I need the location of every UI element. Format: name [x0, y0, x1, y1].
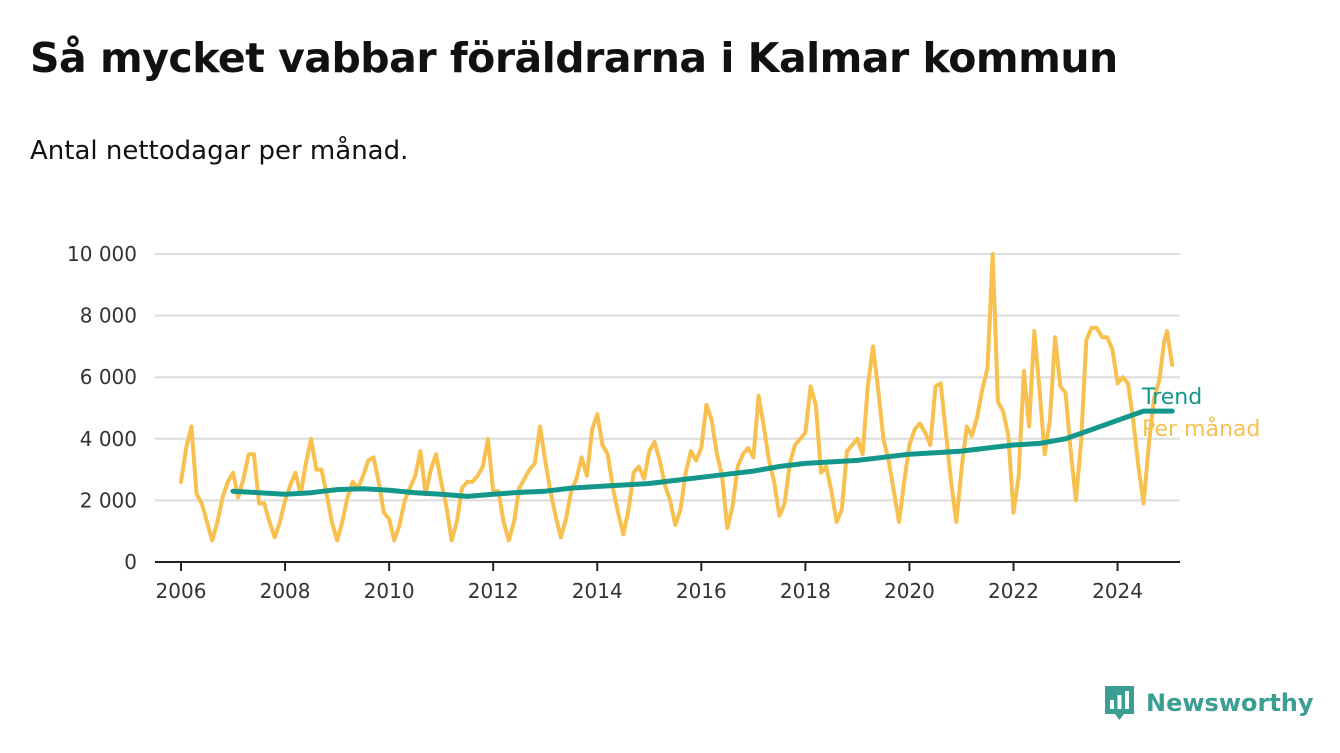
x-tick-label: 2024 — [1092, 579, 1143, 603]
x-tick-label: 2022 — [988, 579, 1039, 603]
x-tick-label: 2018 — [780, 579, 831, 603]
y-tick-label: 6 000 — [80, 365, 137, 389]
series-label-trend: Trend — [1141, 385, 1202, 410]
chart-title: Så mycket vabbar föräldrarna i Kalmar ko… — [30, 34, 1118, 82]
y-tick-label: 10 000 — [67, 242, 137, 266]
x-tick-label: 2014 — [572, 579, 623, 603]
brand-name: Newsworthy — [1146, 689, 1314, 717]
newsworthy-logo-icon — [1105, 686, 1134, 720]
series-line-per-m-nad — [179, 252, 1175, 543]
series-layer — [179, 252, 1175, 543]
y-tick-label: 0 — [124, 550, 137, 574]
x-tick-label: 2006 — [156, 579, 207, 603]
x-tick-label: 2012 — [468, 579, 519, 603]
series-label-per-manad: Per månad — [1142, 416, 1260, 442]
y-tick-label: 4 000 — [80, 427, 137, 451]
chart-subtitle: Antal nettodagar per månad. — [30, 136, 409, 166]
x-tick-label: 2010 — [364, 579, 415, 603]
series-labels: Trend Per månad — [1141, 385, 1260, 442]
y-tick-label: 8 000 — [80, 304, 137, 328]
x-tick-label: 2008 — [260, 579, 311, 603]
x-tick-label: 2020 — [884, 579, 935, 603]
y-tick-label: 2 000 — [80, 488, 137, 512]
series-line-trend — [230, 408, 1175, 499]
x-axis: 2006 2008 2010 2012 2014 2016 2018 2020 2022 2024 — [155, 561, 1180, 603]
brand-logo: Newsworthy — [1103, 683, 1314, 723]
y-axis: 0 2 000 4 000 6 000 8 000 10 000 — [67, 242, 137, 574]
x-tick-label: 2016 — [676, 579, 727, 603]
